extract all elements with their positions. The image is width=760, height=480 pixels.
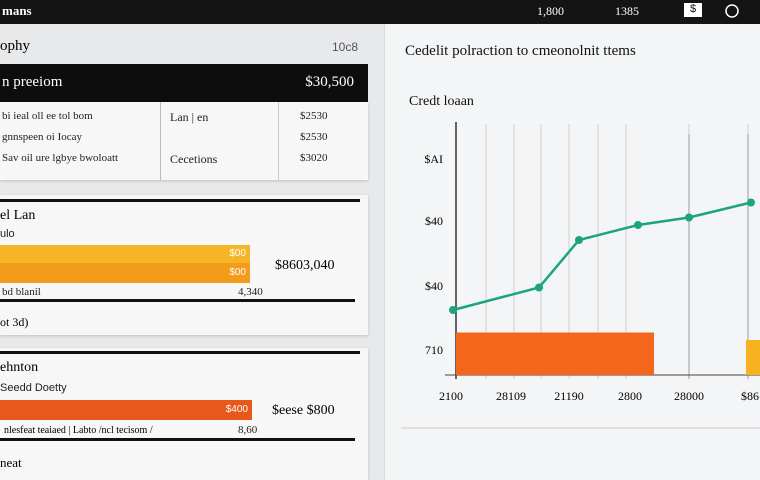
bar-label: $00 — [229, 248, 246, 259]
rule — [0, 438, 355, 441]
summary-table: bi ieal oll ee tol bom Lan | en $2530 gnnsp… — [0, 102, 368, 180]
point — [747, 198, 755, 207]
bar-label: $400 — [225, 404, 248, 415]
bar — [746, 340, 760, 375]
x-tick-label: 2100 — [439, 389, 463, 403]
table-cell: Lan | en — [170, 110, 209, 124]
x-tick-label: 28000 — [674, 389, 704, 403]
amount: $eese $800 — [272, 403, 335, 418]
point — [449, 306, 457, 314]
foot-value: 8,60 — [238, 424, 258, 436]
card-subtitle: ulo — [0, 228, 15, 240]
card-footer: neat — [0, 455, 22, 470]
rule — [0, 299, 355, 302]
header-bar: n preeiom $30,500 — [0, 64, 368, 102]
rule — [0, 199, 360, 202]
section-title: ophy — [0, 38, 30, 54]
table-cell: $2530 — [300, 110, 328, 122]
section-meta: 10c8 — [332, 40, 359, 54]
progress-bar: $00 — [0, 263, 250, 283]
x-tick-label: $861 — [741, 389, 760, 403]
table-cell: $3020 — [300, 152, 328, 164]
point — [535, 283, 543, 292]
card: el Lan ulo $00 $00 $8603,040 bd blanil 4… — [0, 195, 368, 335]
rule — [0, 351, 360, 354]
icon[interactable]: $ — [684, 3, 702, 17]
chart: Cedelit polraction to cmeonolnit ttems C… — [401, 43, 760, 429]
y-tick-label: $40 — [425, 214, 443, 228]
table-cell: gnnspeen oi Iocay — [2, 131, 83, 143]
card-subtitle: Seedd Doetty — [0, 382, 67, 394]
top-bar: mans 1,800 1385 $ — [0, 0, 760, 24]
chart-panel: Cedelit polraction to cmeonolnit ttems C… — [384, 24, 760, 480]
point — [575, 236, 583, 244]
table-cell: Cecetions — [170, 152, 218, 166]
bar-label: $00 — [229, 267, 246, 278]
divider — [160, 102, 161, 180]
chart-title: Cedelit polraction to cmeonolnit ttems — [405, 43, 636, 59]
progress-bar: $00 — [0, 245, 250, 263]
stat: 1,800 — [537, 4, 564, 18]
line — [452, 201, 752, 312]
y-tick-label: $AI — [424, 152, 443, 166]
foot-value: 4,340 — [238, 286, 263, 298]
card-title: el Lan — [0, 208, 36, 223]
point — [634, 221, 642, 229]
y-tick-label: $40 — [425, 279, 443, 293]
point — [685, 213, 693, 222]
header-label: n preeiom — [2, 74, 63, 90]
x-tick-label: 21190 — [554, 389, 584, 403]
header-value: $30,500 — [305, 74, 354, 90]
foot-label: bd blanil — [2, 286, 41, 298]
card-footer: ot 3d) — [0, 315, 29, 329]
chart-subtitle: Credt loaan — [409, 94, 474, 109]
progress-bar: $400 — [0, 400, 252, 420]
x-tick-label: 2800 — [618, 389, 642, 403]
table-cell: Sav oil ure lgbye bwoloatt — [2, 152, 119, 164]
divider — [278, 102, 279, 180]
amount: $8603,040 — [275, 258, 335, 273]
table-cell: bi ieal oll ee tol bom — [2, 110, 93, 122]
card-title: ehnton — [0, 360, 39, 375]
table-cell: $2530 — [300, 131, 328, 143]
x-tick-label: 28109 — [496, 389, 526, 403]
card: ehnton Seedd Doetty $400 $eese $800 nles… — [0, 348, 368, 480]
y-tick-label: 710 — [425, 343, 443, 357]
stat: 1385 — [615, 4, 639, 18]
foot-label: nlesfeat teaiaed | Labto /ncl tecisom / — [4, 425, 153, 436]
settings-icon[interactable] — [722, 2, 742, 20]
bar — [456, 332, 654, 375]
brand: mans — [2, 3, 32, 18]
